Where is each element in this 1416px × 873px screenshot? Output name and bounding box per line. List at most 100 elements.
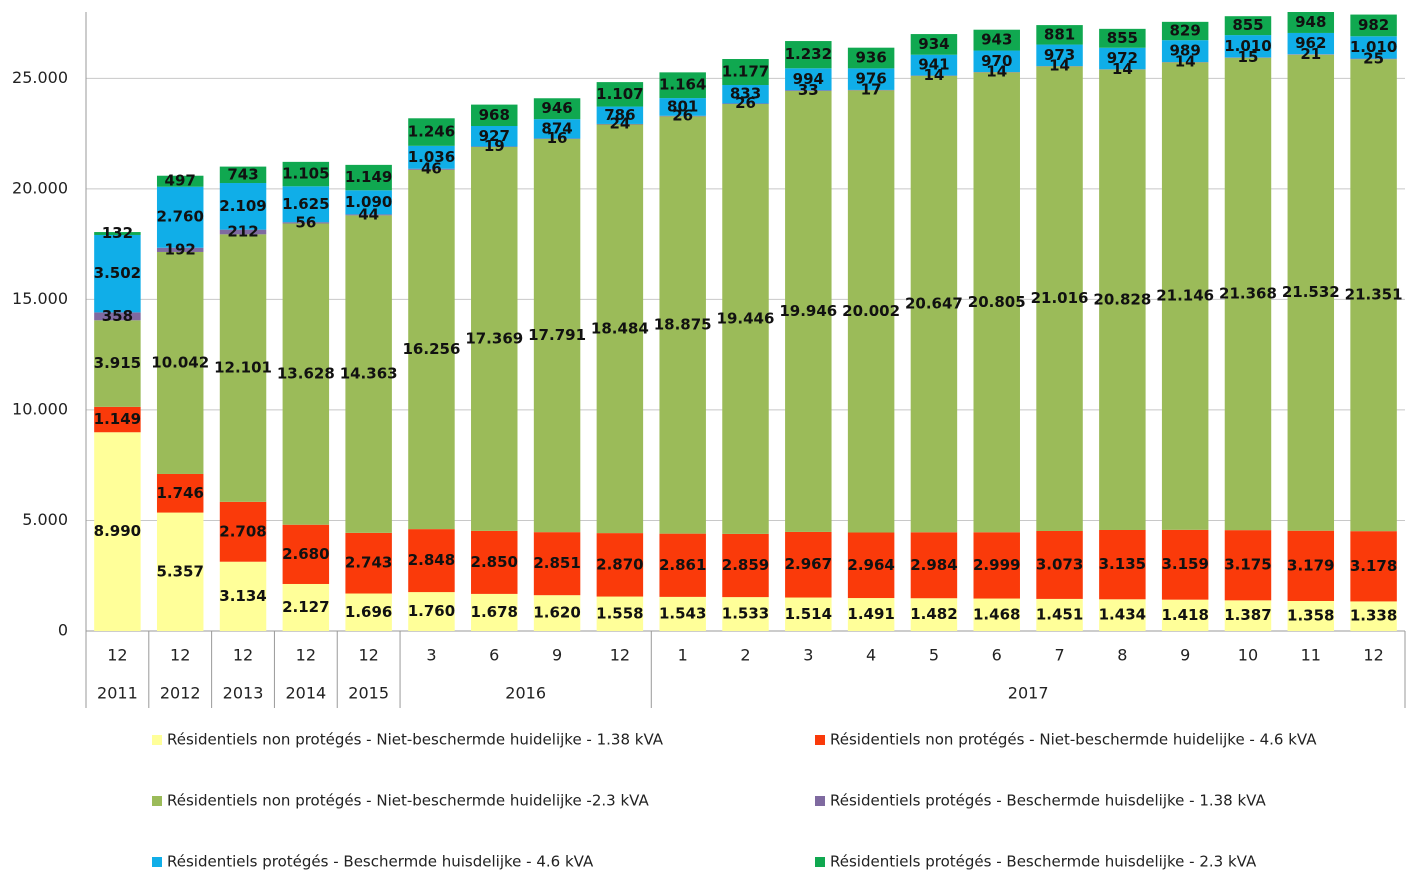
value-label: 972 [1107, 49, 1138, 67]
value-label: 1.107 [596, 85, 643, 103]
bar-segment [345, 214, 392, 216]
x-tick-label: 9 [1180, 646, 1190, 665]
value-label: 2.964 [847, 556, 894, 574]
value-label: 21.351 [1345, 286, 1403, 304]
bar-segment [1224, 57, 1272, 531]
bar-segment [533, 119, 581, 139]
value-label: 1.434 [1099, 606, 1146, 624]
bar-segment [282, 223, 330, 525]
value-label: 14 [1049, 57, 1070, 75]
bar-segment [471, 530, 518, 594]
value-label: 3.502 [94, 264, 141, 282]
x-tick-label: 9 [552, 646, 562, 665]
value-label: 1.010 [1350, 38, 1397, 56]
value-label: 2.127 [282, 598, 329, 616]
bar-segment [910, 598, 958, 631]
value-label: 16 [547, 129, 568, 147]
bar-segment [471, 146, 518, 531]
value-label: 1.678 [471, 603, 518, 621]
value-label: 14 [986, 63, 1007, 81]
value-label: 56 [295, 213, 316, 231]
value-label: 2.984 [910, 556, 957, 574]
value-label: 212 [227, 222, 258, 240]
bar-segment [1224, 16, 1272, 36]
value-label: 497 [165, 172, 196, 190]
x-tick-label: 6 [489, 646, 499, 665]
bar-segment [471, 126, 518, 147]
value-label: 132 [102, 224, 133, 242]
bar-segment [973, 72, 1020, 533]
bar-segment [533, 595, 581, 631]
bar-segment [1287, 12, 1335, 33]
bar-segment [1287, 530, 1335, 601]
value-label: 5.357 [156, 562, 203, 580]
bar-segment [345, 593, 392, 631]
year-label: 2016 [505, 684, 546, 703]
bar-segment [1161, 40, 1209, 63]
bar-segment [533, 532, 581, 596]
bar-segment [94, 406, 141, 433]
x-tick-label: 6 [992, 646, 1002, 665]
bar-segment [910, 54, 958, 76]
value-label: 941 [918, 56, 949, 74]
bar-segment [722, 533, 769, 598]
bar-segment [156, 247, 204, 252]
value-label: 829 [1170, 22, 1201, 40]
value-label: 927 [479, 127, 510, 145]
bar-segment [282, 583, 330, 631]
bar-segment [471, 104, 518, 127]
x-tick-label: 7 [1054, 646, 1064, 665]
bar-segment [973, 532, 1020, 599]
bar-segment [596, 123, 644, 125]
bar-segment [659, 115, 706, 117]
value-label: 3.175 [1224, 556, 1271, 574]
legend-swatch [152, 796, 162, 806]
value-label: 33 [798, 81, 819, 99]
value-label: 943 [981, 31, 1012, 49]
value-label: 19 [484, 137, 505, 155]
value-label: 2.859 [722, 556, 769, 574]
value-label: 786 [604, 106, 635, 124]
value-label: 21.146 [1156, 287, 1214, 305]
value-label: 1.696 [345, 603, 392, 621]
legend-label: Résidentiels protégés - Beschermde huisd… [830, 792, 1266, 810]
x-tick-label: 3 [426, 646, 436, 665]
bar-segment [345, 532, 392, 594]
value-label: 44 [358, 205, 379, 223]
x-tick-label: 12 [1363, 646, 1383, 665]
value-label: 1.105 [282, 165, 329, 183]
value-label: 1.358 [1287, 606, 1334, 624]
bar-segment [847, 47, 895, 69]
value-label: 976 [855, 70, 886, 88]
value-label: 16.256 [403, 340, 461, 358]
bar-segment [847, 532, 895, 599]
value-label: 14 [923, 66, 944, 84]
legend-swatch [815, 735, 825, 745]
value-label: 1.451 [1036, 605, 1083, 623]
value-label: 21.532 [1282, 283, 1340, 301]
value-label: 26 [672, 107, 693, 125]
bar-segment [219, 166, 267, 184]
bar-segment [94, 232, 141, 235]
value-label: 21.368 [1219, 284, 1277, 302]
value-label: 20.647 [905, 295, 963, 313]
bar-segment [785, 41, 832, 69]
value-label: 18.875 [654, 316, 712, 334]
value-label: 3.178 [1350, 557, 1397, 575]
y-tick-label: 0 [58, 621, 68, 640]
bar-segment [345, 190, 392, 215]
value-label: 1.543 [659, 604, 706, 622]
bar-segment [471, 593, 518, 631]
value-label: 1.482 [910, 605, 957, 623]
bar-segment [659, 98, 706, 116]
value-label: 936 [855, 49, 886, 67]
bar-segment [1350, 601, 1397, 631]
value-label: 15 [1238, 48, 1259, 66]
value-label: 743 [227, 165, 258, 183]
bar-segment [1036, 530, 1083, 599]
bar-segment [910, 75, 958, 533]
legend-swatch [815, 796, 825, 806]
value-label: 2.999 [973, 556, 1020, 574]
value-label: 2.708 [219, 522, 266, 540]
bar-segment [219, 234, 267, 502]
